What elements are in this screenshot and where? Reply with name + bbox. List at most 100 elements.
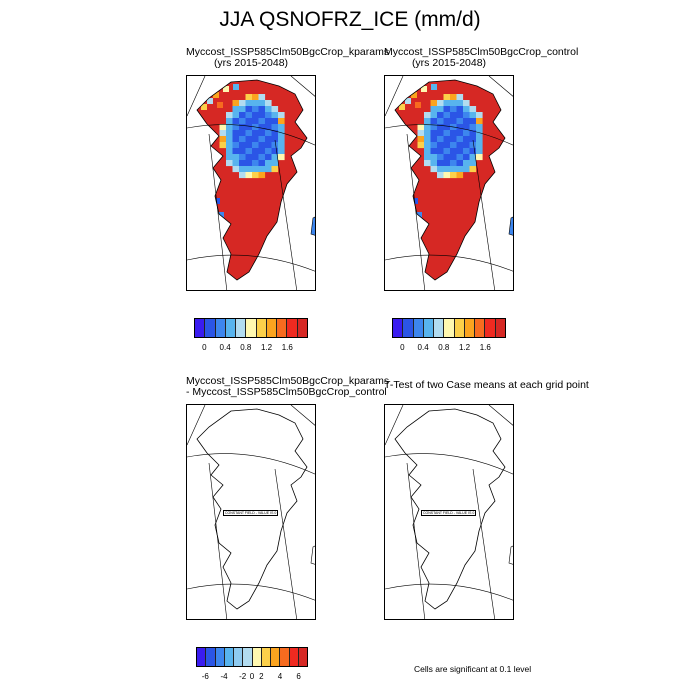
field-cell — [437, 106, 444, 113]
field-cell — [226, 118, 233, 125]
field-cell — [245, 142, 253, 149]
latitude-line — [385, 124, 513, 146]
field-cell — [424, 160, 431, 167]
field-cell — [469, 148, 477, 155]
constant-field-label-right: CONSTANT FIELD - VALUE IS 0 — [421, 510, 477, 516]
colorbar-tick-label: 1.6 — [281, 343, 293, 352]
colorbar-top-left — [194, 318, 308, 338]
colorbar-swatch — [444, 319, 455, 337]
field-cell — [239, 106, 246, 113]
field-cell — [424, 118, 431, 125]
field-cell — [476, 142, 483, 149]
map-br-svg — [385, 405, 513, 619]
colorbar-tick-label: 0 — [400, 343, 405, 352]
field-cell — [271, 166, 279, 173]
field-cell — [443, 166, 451, 173]
colorbar-swatch — [225, 319, 237, 337]
colorbar-swatch — [423, 319, 435, 337]
field-cell — [265, 100, 272, 107]
longitude-line — [274, 468, 298, 619]
longitude-line — [385, 76, 404, 117]
field-cell — [463, 112, 470, 119]
field-cell — [450, 112, 457, 119]
field-cell — [456, 148, 464, 155]
panel-tr-title-line1: Myccost_ISSP585Clm50BgcCrop_control — [384, 46, 579, 58]
field-cell — [232, 106, 240, 113]
colorbar-swatch — [206, 648, 216, 666]
field-cell — [258, 112, 266, 119]
panel-br-title-line1: T-Test of two Case means at each grid po… — [384, 379, 589, 391]
panel-tl-title: Myccost_ISSP585Clm50BgcCrop_kparams (yrs… — [186, 47, 389, 69]
field-cell — [265, 154, 272, 161]
field-cell — [239, 124, 246, 131]
field-cell — [430, 148, 438, 155]
constant-field-label-left: CONSTANT FIELD - VALUE IS 0 — [223, 510, 279, 516]
coastline — [394, 408, 506, 610]
field-cell — [258, 172, 266, 179]
field-cell — [443, 130, 451, 137]
latitude-line — [385, 254, 513, 272]
colorbar-swatch — [215, 319, 226, 337]
field-cell — [252, 130, 259, 137]
latitude-line — [187, 254, 315, 272]
field-cell — [443, 100, 451, 107]
field-cell — [456, 94, 464, 101]
field-cell — [443, 136, 451, 143]
field-cell — [271, 106, 279, 113]
colorbar-tick-label: 2 — [259, 672, 264, 681]
field-cell — [463, 100, 470, 107]
field-cell — [476, 154, 483, 161]
field-cell — [265, 148, 272, 155]
field-cell — [239, 172, 246, 179]
field-cell — [201, 104, 207, 110]
field-cell — [271, 136, 279, 143]
field-cell — [233, 84, 239, 90]
island-field — [509, 217, 513, 236]
field-cell — [437, 142, 444, 149]
field-cell — [443, 94, 451, 101]
field-cell — [278, 112, 285, 119]
field-cell — [239, 100, 246, 107]
field-cell — [417, 142, 425, 149]
colorbar-swatch — [197, 648, 207, 666]
field-cell — [419, 228, 424, 234]
field-cell — [450, 100, 457, 107]
field-cell — [437, 172, 444, 179]
longitude-line — [187, 405, 206, 446]
colorbar-swatch — [224, 648, 234, 666]
field-cell — [258, 142, 266, 149]
colorbar-tick-label: 0.8 — [438, 343, 450, 352]
field-cell — [252, 166, 259, 173]
field-cell — [476, 136, 483, 143]
field-cell — [278, 136, 285, 143]
field-cell — [469, 160, 477, 167]
colorbar-top-right — [392, 318, 506, 338]
colorbar-top-right-ticks: 0 0.4 0.8 1.2 1.6 — [392, 343, 506, 353]
colorbar-swatch — [215, 648, 225, 666]
field-cell — [450, 94, 457, 101]
field-cell — [463, 142, 470, 149]
field-cell — [245, 148, 253, 155]
field-cell — [245, 100, 253, 107]
colorbar-swatch — [413, 319, 424, 337]
field-cell — [456, 142, 464, 149]
colorbar-swatch — [485, 319, 496, 337]
field-cell — [437, 100, 444, 107]
field-cell — [437, 112, 444, 119]
field-cell — [424, 124, 431, 131]
field-cell — [232, 148, 240, 155]
field-cell — [430, 100, 438, 107]
field-cell — [456, 106, 464, 113]
field-cell — [258, 136, 266, 143]
field-cell — [232, 160, 240, 167]
colorbar-swatch — [205, 319, 216, 337]
latitude-line — [385, 583, 513, 601]
field-cell — [469, 130, 477, 137]
field-cell — [443, 106, 451, 113]
field-cell — [217, 102, 223, 108]
field-cell — [271, 112, 279, 119]
field-cell — [278, 124, 285, 131]
field-cell — [226, 154, 233, 161]
field-cell — [258, 106, 266, 113]
field-cell — [252, 106, 259, 113]
